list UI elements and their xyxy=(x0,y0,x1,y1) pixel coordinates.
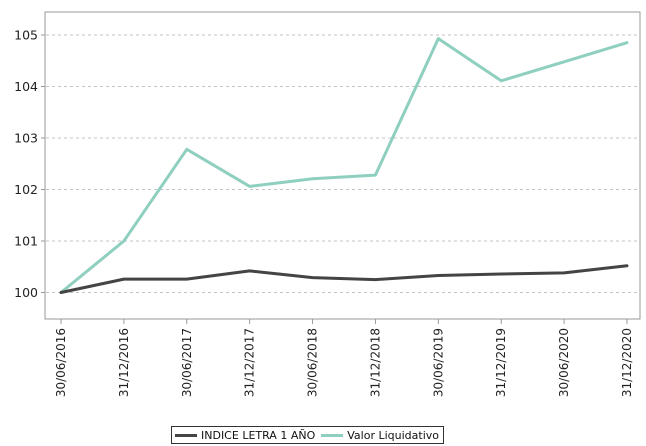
chart-legend: INDICE LETRA 1 AÑO Valor Liquidativo xyxy=(171,426,444,444)
y-tick-label: 104 xyxy=(14,79,38,94)
legend-item-indice: INDICE LETRA 1 AÑO xyxy=(175,429,315,442)
x-tick-label: 30/06/2016 xyxy=(54,328,68,397)
x-tick-label: 30/06/2020 xyxy=(557,328,571,397)
legend-swatch-indice xyxy=(175,433,197,437)
y-tick-label: 105 xyxy=(14,28,38,43)
series-lines xyxy=(59,37,629,294)
series-line-indice-letra xyxy=(59,264,629,294)
plot-area xyxy=(44,11,641,320)
y-tick-label: 103 xyxy=(14,131,38,146)
x-axis: 30/06/2016 31/12/2016 30/06/2017 31/12/2017… xyxy=(54,319,634,397)
legend-swatch-valor xyxy=(321,433,344,437)
y-axis: 100 101 102 103 104 105 xyxy=(14,28,45,300)
x-tick-label: 30/06/2017 xyxy=(180,328,194,397)
gridlines xyxy=(46,34,639,293)
x-tick-label: 31/12/2017 xyxy=(243,328,257,397)
x-tick-label: 31/12/2020 xyxy=(620,328,634,397)
y-tick-label: 102 xyxy=(14,182,38,197)
x-tick-label: 30/06/2019 xyxy=(431,328,445,397)
series-line-valor-liquidativo xyxy=(59,37,629,294)
x-tick-label: 31/12/2018 xyxy=(368,328,382,397)
x-tick-label: 31/12/2019 xyxy=(494,328,508,397)
legend-label-valor: Valor Liquidativo xyxy=(347,428,439,442)
x-tick-label: 30/06/2018 xyxy=(306,328,320,397)
legend-item-valor: Valor Liquidativo xyxy=(321,429,439,442)
x-tick-label: 31/12/2016 xyxy=(117,328,131,397)
y-tick-label: 101 xyxy=(14,234,38,249)
y-tick-label: 100 xyxy=(14,285,38,300)
legend-label-indice: INDICE LETRA 1 AÑO xyxy=(201,428,316,442)
